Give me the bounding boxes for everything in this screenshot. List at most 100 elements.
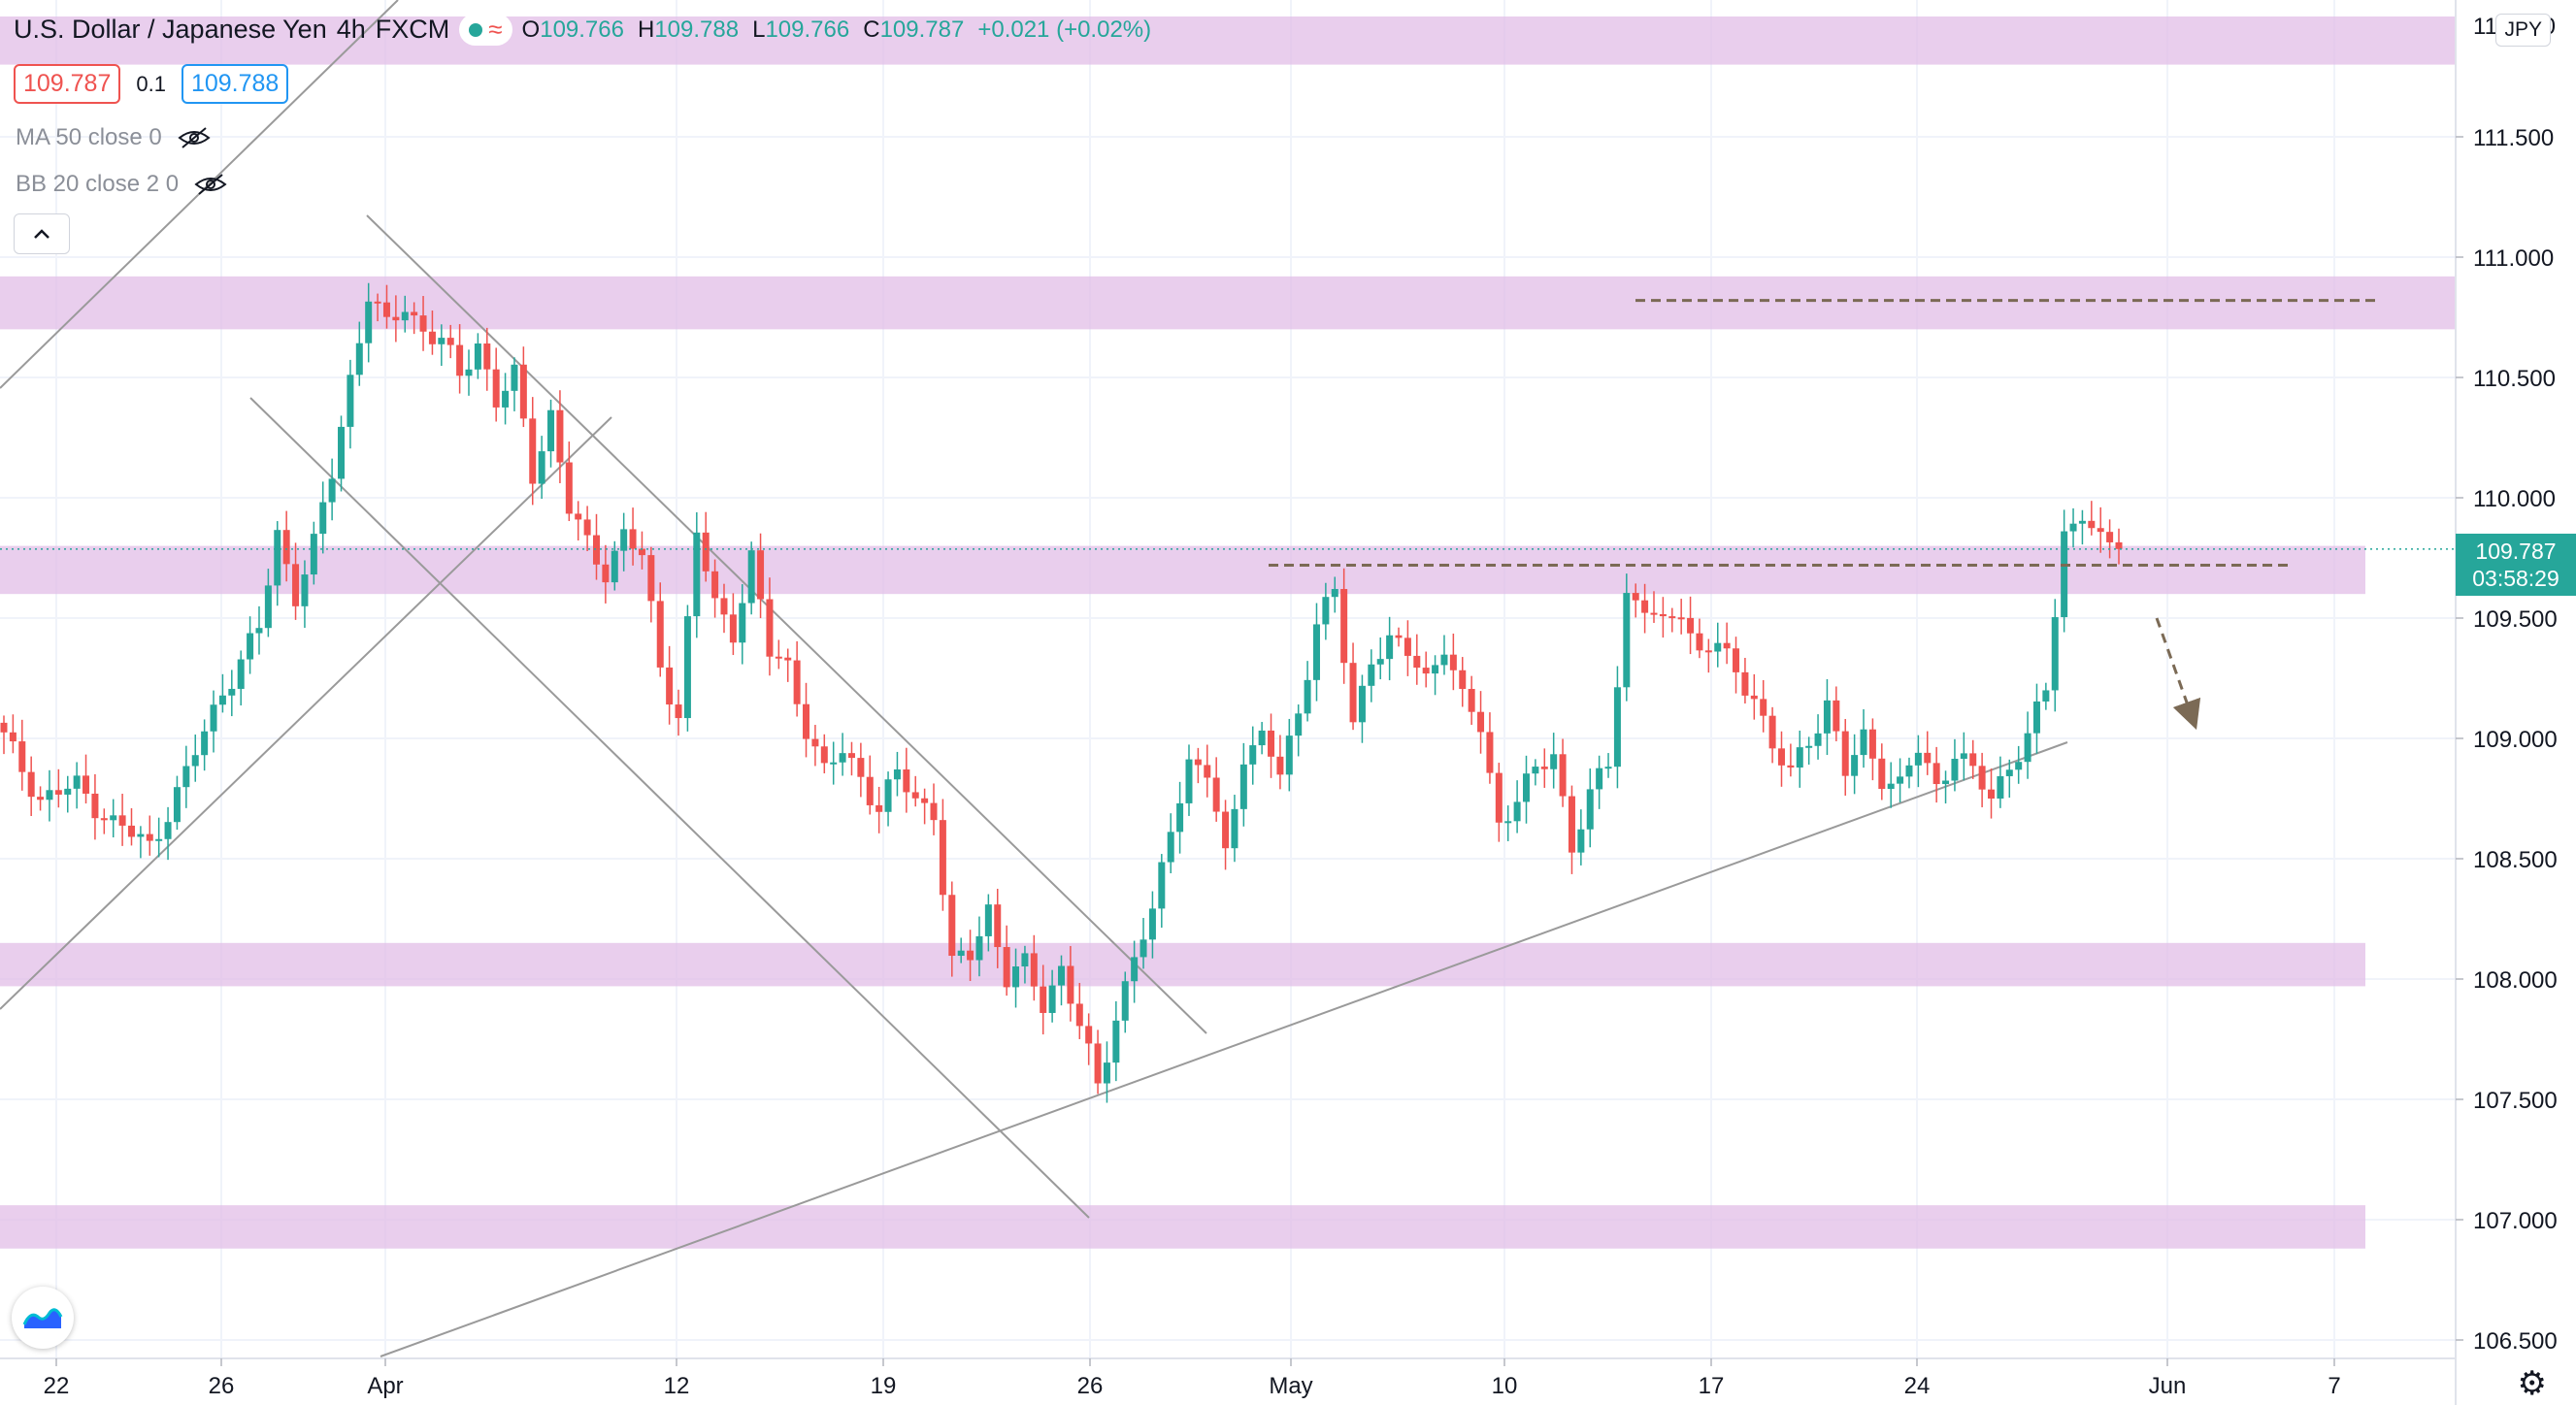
sell-button[interactable]: 109.787	[14, 64, 121, 104]
settings-gear-icon[interactable]: ⚙	[2517, 1365, 2547, 1402]
candle-body	[210, 704, 217, 732]
candle-body	[1304, 679, 1311, 714]
symbol-title[interactable]: U.S. Dollar / Japanese Yen	[14, 15, 327, 44]
candle-body	[1012, 966, 1020, 988]
close-value: 109.787	[879, 16, 965, 43]
candle-body	[492, 369, 500, 408]
candle-body	[1139, 939, 1147, 958]
buy-button[interactable]: 109.788	[181, 64, 289, 104]
change-value: +0.021 (+0.02%)	[977, 16, 1152, 43]
candle-body	[191, 755, 199, 767]
candle-body	[1687, 617, 1695, 634]
candle-body	[446, 338, 454, 345]
chart-legend: U.S. Dollar / Japanese Yen 4h FXCM ≈ O10…	[14, 14, 1151, 46]
time-tick-label: 17	[1699, 1373, 1725, 1399]
candle-body	[1112, 1020, 1120, 1063]
candle-body	[127, 825, 135, 837]
candle-body	[137, 833, 145, 837]
collapse-legend-button[interactable]	[14, 213, 70, 254]
candle-body	[1540, 767, 1548, 769]
candle-body	[1833, 700, 1840, 732]
candle-body	[182, 766, 190, 788]
candlestick-series	[0, 282, 2123, 1103]
bar-countdown: 03:58:29	[2472, 565, 2559, 591]
candle-body	[2024, 733, 2031, 763]
candle-body	[866, 776, 874, 805]
time-tick-label: 12	[664, 1373, 690, 1399]
candle-body	[720, 598, 728, 615]
candle-body	[1331, 589, 1338, 598]
candle-body	[2097, 528, 2104, 533]
candle-body	[1868, 729, 1876, 759]
currency-button[interactable]: JPY	[2495, 14, 2551, 47]
candle-body	[411, 311, 418, 316]
candle-body	[583, 519, 591, 536]
eye-hidden-icon[interactable]	[194, 173, 227, 196]
candle-body	[1577, 829, 1585, 853]
candle-body	[1176, 802, 1184, 833]
candle-body	[511, 364, 518, 391]
candle-body	[1386, 635, 1394, 660]
candle-body	[1058, 965, 1065, 986]
candle-body	[2115, 541, 2123, 549]
candle-body	[930, 802, 938, 821]
candle-body	[1851, 755, 1859, 776]
candle-body	[1030, 953, 1038, 987]
candle-body	[1158, 862, 1166, 909]
candle-body	[1432, 665, 1439, 674]
time-tick-label: 10	[1492, 1373, 1518, 1399]
interval-label[interactable]: 4h	[336, 15, 366, 44]
candle-body	[939, 820, 946, 896]
candle-body	[775, 656, 782, 659]
candle-body	[1258, 730, 1266, 746]
trend-line-descending-channel-bottom	[249, 397, 1090, 1219]
candle-body	[1468, 688, 1475, 712]
trend-lines	[0, 0, 2068, 1357]
candle-body	[884, 779, 892, 812]
candle-body	[1677, 617, 1685, 620]
candle-body	[1075, 1003, 1083, 1027]
candle-body	[401, 311, 409, 321]
candle-body	[1085, 1026, 1093, 1044]
candle-body	[73, 775, 81, 789]
candle-body	[301, 574, 309, 606]
candle-body	[282, 530, 290, 565]
candle-body	[1513, 801, 1521, 822]
candle-body	[638, 548, 645, 556]
candle-body	[1668, 616, 1676, 619]
candle-body	[1459, 670, 1467, 689]
time-tick-label: 26	[1077, 1373, 1104, 1399]
candle-body	[438, 338, 446, 344]
candle-body	[1040, 986, 1047, 1013]
candle-body	[18, 741, 26, 772]
candle-body	[1696, 633, 1703, 651]
candle-body	[766, 599, 774, 657]
candle-body	[2069, 523, 2077, 532]
tradingview-logo[interactable]	[12, 1287, 74, 1349]
candle-body	[1978, 766, 1986, 790]
market-status-pill[interactable]: ≈	[459, 14, 512, 46]
candle-body	[1440, 654, 1448, 666]
candle-body	[2061, 531, 2068, 618]
candle-body	[1777, 748, 1785, 766]
candle-body	[519, 364, 527, 419]
time-tick-label: 22	[44, 1373, 70, 1399]
indicator-bb[interactable]: BB 20 close 2 0	[16, 171, 227, 198]
trend-line-ascending-channel-low	[0, 416, 612, 1010]
candle-body	[675, 704, 682, 719]
candle-body	[1204, 765, 1211, 778]
candle-body	[1951, 759, 1959, 781]
candle-body	[538, 451, 545, 484]
indicator-ma[interactable]: MA 50 close 0	[16, 124, 211, 151]
candle-body	[1358, 685, 1366, 723]
candle-body	[237, 659, 245, 689]
candle-body	[338, 426, 346, 479]
eye-hidden-icon[interactable]	[178, 126, 211, 149]
candle-body	[2042, 690, 2050, 702]
candle-body	[967, 950, 974, 961]
candle-body	[1340, 589, 1348, 664]
candle-body	[1504, 821, 1512, 824]
candle-body	[1568, 796, 1575, 853]
candle-body	[1924, 752, 1932, 764]
